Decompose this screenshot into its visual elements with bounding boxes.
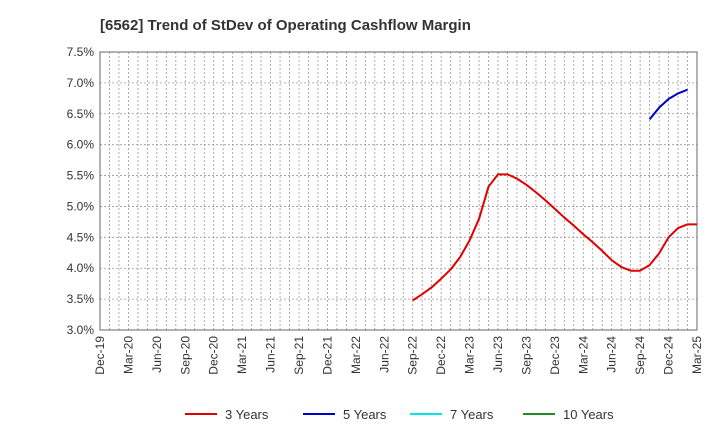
x-tick-label: Sep-21 xyxy=(292,336,306,375)
x-tick-label: Jun-22 xyxy=(377,336,391,373)
x-tick-label: Dec-24 xyxy=(662,336,676,375)
y-tick-label: 4.0% xyxy=(67,261,95,275)
legend: 3 Years 5 Years 7 Years 10 Years xyxy=(185,407,614,422)
legend-label: 10 Years xyxy=(563,407,614,422)
x-tick-label: Sep-24 xyxy=(633,336,647,375)
x-tick-label: Dec-19 xyxy=(93,336,107,375)
legend-label: 7 Years xyxy=(450,407,494,422)
x-tick-label: Dec-21 xyxy=(320,336,334,375)
chart-title: [6562] Trend of StDev of Operating Cashf… xyxy=(100,17,471,34)
x-tick-label: Mar-20 xyxy=(121,336,135,374)
series-line-3-years xyxy=(412,173,697,302)
x-tick-label: Mar-25 xyxy=(690,336,704,374)
x-tick-label: Mar-22 xyxy=(349,336,363,374)
x-tick-label: Sep-22 xyxy=(406,336,420,375)
y-tick-label: 5.0% xyxy=(67,199,95,213)
x-tick-label: Sep-20 xyxy=(178,336,192,375)
y-tick-label: 5.5% xyxy=(67,169,95,183)
y-tick-label: 6.0% xyxy=(67,138,95,152)
x-tick-label: Dec-20 xyxy=(207,336,221,375)
x-tick-label: Sep-23 xyxy=(519,336,533,375)
series-lines xyxy=(412,88,697,302)
x-tick-label: Mar-21 xyxy=(235,336,249,374)
series-line-5-years xyxy=(648,88,688,120)
y-tick-label: 4.5% xyxy=(67,230,95,244)
legend-label: 3 Years xyxy=(225,407,269,422)
y-tick-label: 3.5% xyxy=(67,292,95,306)
x-tick-label: Dec-23 xyxy=(548,336,562,375)
plot-area xyxy=(100,52,697,330)
grid xyxy=(99,51,698,331)
x-tick-label: Jun-23 xyxy=(491,336,505,373)
x-tick-label: Jun-21 xyxy=(264,336,278,373)
plot-frame xyxy=(99,51,698,331)
x-tick-label: Jun-24 xyxy=(605,336,619,373)
x-tick-label: Jun-20 xyxy=(150,336,164,373)
y-tick-label: 7.5% xyxy=(67,45,95,59)
y-tick-label: 6.5% xyxy=(67,107,95,121)
y-tick-label: 3.0% xyxy=(67,323,95,337)
axes: 7.5% 7.0% 6.5% 6.0% 5.5% 5.0% 4.5% 4.0% 3.5% 3.0%… xyxy=(67,45,704,375)
x-tick-label: Dec-22 xyxy=(434,336,448,375)
y-tick-label: 7.0% xyxy=(67,76,95,90)
x-tick-label: Mar-24 xyxy=(576,336,590,374)
legend-label: 5 Years xyxy=(343,407,387,422)
x-tick-label: Mar-23 xyxy=(463,336,477,374)
